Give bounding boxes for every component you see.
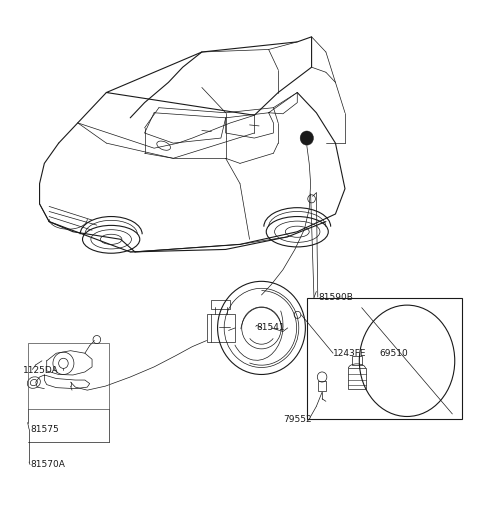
Bar — [307, 298, 462, 419]
Bar — [28, 343, 109, 409]
Text: 79552: 79552 — [283, 414, 312, 423]
Text: 81541: 81541 — [257, 323, 285, 332]
Bar — [206, 314, 235, 342]
Text: 1243FE: 1243FE — [333, 349, 367, 358]
Text: 81575: 81575 — [30, 425, 59, 434]
Text: 81590B: 81590B — [319, 293, 354, 302]
Text: 81570A: 81570A — [30, 460, 65, 469]
Bar — [352, 356, 362, 365]
Bar — [348, 369, 365, 389]
Text: 69510: 69510 — [380, 349, 408, 358]
Circle shape — [300, 131, 313, 145]
Bar — [211, 300, 229, 309]
Bar — [318, 381, 326, 391]
Text: 1125DA: 1125DA — [23, 366, 59, 376]
